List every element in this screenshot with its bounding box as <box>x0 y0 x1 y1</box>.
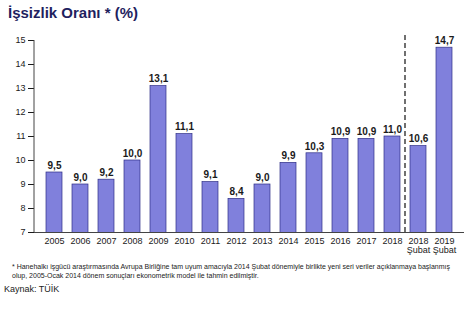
svg-text:2018: 2018 <box>382 236 402 246</box>
svg-text:2009: 2009 <box>148 236 168 246</box>
svg-text:9,5: 9,5 <box>48 160 62 171</box>
svg-text:12: 12 <box>15 107 25 117</box>
html-text:İşsizlik Oranı * (%): İşsizlik Oranı * (%) <box>8 4 138 21</box>
svg-text:2007: 2007 <box>96 236 116 246</box>
svg-text:9,0: 9,0 <box>74 172 88 183</box>
svg-text:11: 11 <box>16 131 25 141</box>
svg-text:10,6: 10,6 <box>409 133 429 144</box>
svg-text:10,9: 10,9 <box>331 126 351 137</box>
svg-text:2018Şubat: 2018Şubat <box>407 236 431 255</box>
svg-text:2016: 2016 <box>330 236 350 246</box>
svg-text:9,0: 9,0 <box>256 172 270 183</box>
svg-text:2013: 2013 <box>252 236 272 246</box>
svg-text:2011: 2011 <box>201 236 220 246</box>
svg-text:7: 7 <box>20 227 25 237</box>
svg-text:10,0: 10,0 <box>123 148 143 159</box>
svg-text:10: 10 <box>15 155 25 165</box>
svg-text:2017: 2017 <box>356 236 376 246</box>
svg-text:8: 8 <box>20 203 25 213</box>
svg-text:2005: 2005 <box>44 236 64 246</box>
svg-text:13,1: 13,1 <box>149 73 169 84</box>
svg-text:9,9: 9,9 <box>282 150 296 161</box>
svg-text:13: 13 <box>15 83 25 93</box>
svg-text:2012: 2012 <box>226 236 246 246</box>
svg-text:2008: 2008 <box>122 236 142 246</box>
svg-text:2014: 2014 <box>278 236 298 246</box>
svg-text:8,4: 8,4 <box>230 186 244 197</box>
svg-text:2015: 2015 <box>304 236 324 246</box>
svg-text:2019Şubat: 2019Şubat <box>433 236 457 255</box>
svg-text:11,1: 11,1 <box>175 121 194 132</box>
svg-text:2006: 2006 <box>70 236 90 246</box>
html-text:* Hanehalkı işgücü araştırması: * Hanehalkı işgücü araştırmasında Avrupa… <box>12 263 450 279</box>
svg-text:10,9: 10,9 <box>357 126 377 137</box>
svg-text:2010: 2010 <box>174 236 194 246</box>
svg-text:14: 14 <box>15 59 25 69</box>
svg-text:9: 9 <box>20 179 25 189</box>
html-text:Kaynak: TÜİK: Kaynak: TÜİK <box>4 284 60 294</box>
svg-text:10,3: 10,3 <box>305 141 325 152</box>
svg-text:9,2: 9,2 <box>100 167 114 178</box>
svg-text:11,0: 11,0 <box>383 124 402 135</box>
svg-text:15: 15 <box>15 35 25 45</box>
svg-text:14,7: 14,7 <box>435 35 455 46</box>
svg-text:9,1: 9,1 <box>204 169 218 180</box>
